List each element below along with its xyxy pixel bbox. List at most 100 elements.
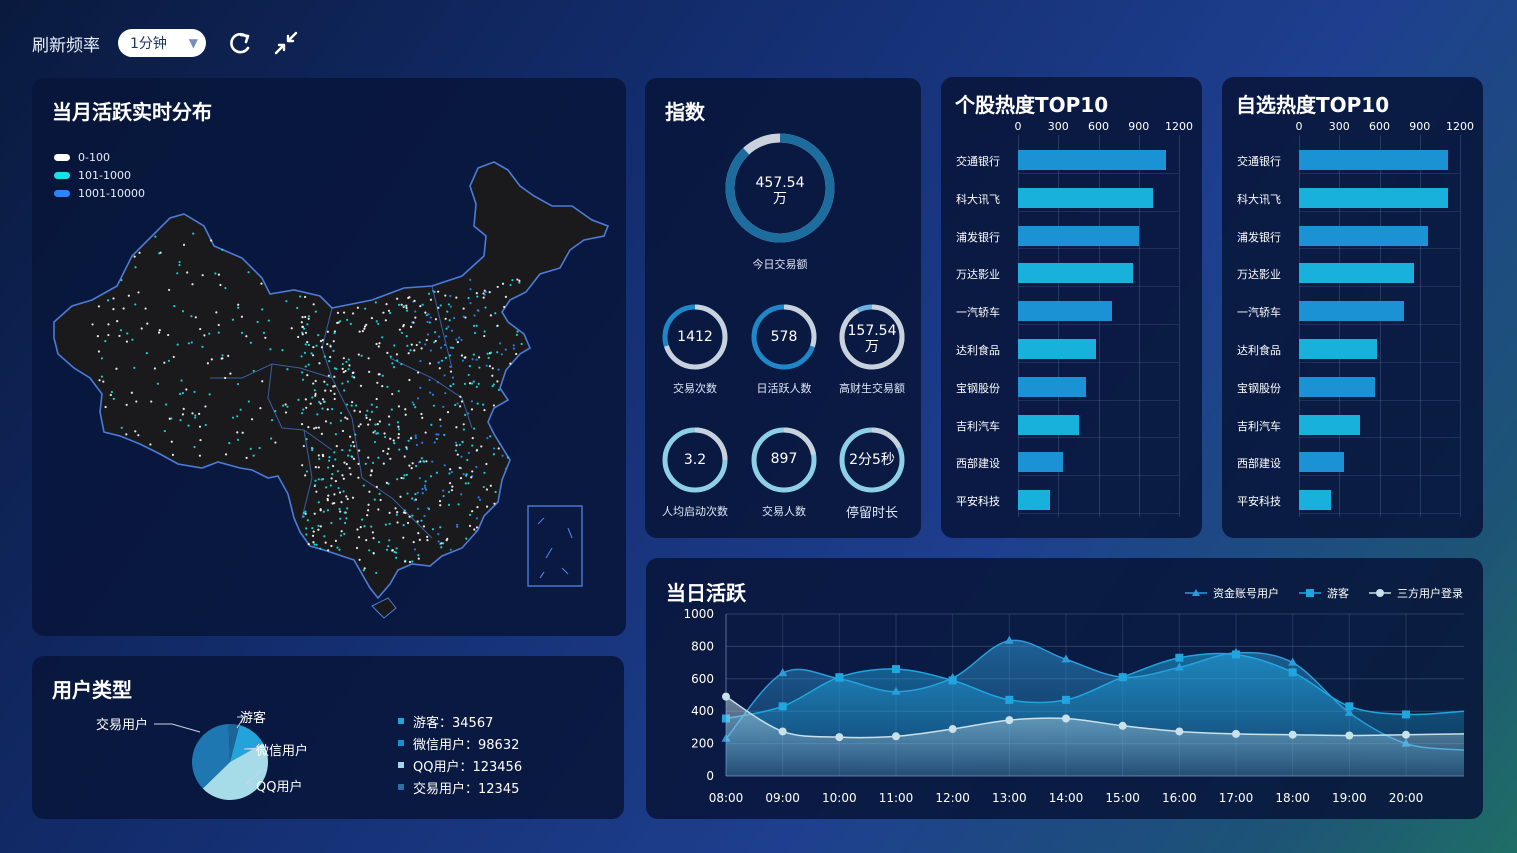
activity-dot xyxy=(334,458,337,461)
activity-dot xyxy=(388,423,391,426)
row-divider xyxy=(1018,324,1179,325)
activity-dot xyxy=(304,474,307,477)
activity-dot xyxy=(431,528,435,531)
activity-dot xyxy=(144,307,147,310)
activity-dot xyxy=(347,454,350,457)
activity-dot xyxy=(377,345,380,348)
activity-dot xyxy=(429,298,433,301)
data-point xyxy=(1288,730,1297,739)
activity-dot xyxy=(470,382,474,385)
legend-item[interactable]: 游客 xyxy=(1299,585,1349,601)
activity-dot xyxy=(443,433,446,437)
activity-dot xyxy=(423,514,426,518)
bar[interactable] xyxy=(1299,263,1415,284)
bar[interactable] xyxy=(1299,225,1428,246)
pie-slice xyxy=(191,724,230,789)
activity-dot xyxy=(431,393,435,396)
activity-dot xyxy=(370,316,374,320)
activity-dot xyxy=(315,543,318,546)
activity-dot xyxy=(393,344,396,347)
legend-item[interactable]: 三方用户登录 xyxy=(1369,585,1463,601)
legend-item: 101-1000 xyxy=(54,166,145,184)
activity-dot xyxy=(489,435,492,438)
activity-dot xyxy=(420,457,423,460)
activity-dot xyxy=(333,451,336,454)
bar[interactable] xyxy=(1299,150,1448,170)
ring-caption: 交易次数 xyxy=(673,382,717,395)
bar[interactable] xyxy=(1299,376,1376,397)
activity-dot xyxy=(137,434,140,437)
bar[interactable] xyxy=(1299,187,1448,208)
activity-dot xyxy=(447,303,450,306)
activity-dot xyxy=(484,290,488,294)
bar[interactable] xyxy=(1299,414,1361,435)
ring-value: 578 xyxy=(770,329,798,345)
activity-dot xyxy=(483,293,486,296)
activity-dot xyxy=(336,321,339,325)
bar[interactable] xyxy=(1299,339,1377,359)
bar[interactable] xyxy=(1018,452,1063,473)
activity-dot xyxy=(375,320,378,323)
activity-dot xyxy=(405,335,408,338)
activity-dot xyxy=(475,385,478,388)
map-legend: 0-100 101-1000 1001-10000 xyxy=(54,148,145,202)
activity-dot xyxy=(435,471,439,474)
activity-dot xyxy=(306,341,309,344)
activity-dot xyxy=(172,355,175,359)
activity-dot xyxy=(306,519,309,522)
activity-dot xyxy=(149,443,152,446)
activity-dot xyxy=(307,425,310,429)
axis-tick: 1200 xyxy=(1446,120,1474,133)
refresh-icon[interactable] xyxy=(226,29,254,57)
activity-dot xyxy=(285,300,288,303)
activity-dot xyxy=(178,263,181,267)
activity-dot xyxy=(379,498,382,502)
activity-dot xyxy=(405,304,408,307)
activity-dot xyxy=(431,460,434,463)
bar[interactable] xyxy=(1299,301,1404,322)
activity-dot xyxy=(398,328,402,331)
china-map[interactable] xyxy=(32,78,626,636)
legend-swatch xyxy=(54,189,70,197)
activity-dot xyxy=(158,252,161,255)
bar[interactable] xyxy=(1018,490,1051,511)
activity-dot xyxy=(342,490,345,493)
bar-label: 平安科技 xyxy=(1237,495,1281,509)
activity-dot xyxy=(349,473,352,476)
legend-item[interactable]: 资金账号用户 xyxy=(1185,585,1279,601)
refresh-frequency-select[interactable]: 1分钟 ▼ xyxy=(118,29,206,57)
daily-active-chart[interactable]: 0 200 400 600 800 1000 08:00 09:00 10:00 11:00 12:… xyxy=(646,558,1483,819)
bar-label: 吉利汽车 xyxy=(1237,419,1281,433)
bar[interactable] xyxy=(1018,225,1139,246)
bar[interactable] xyxy=(1018,301,1112,322)
bar[interactable] xyxy=(1018,263,1134,284)
activity-dot xyxy=(471,510,474,513)
data-point xyxy=(1118,721,1127,730)
bar[interactable] xyxy=(1299,490,1332,511)
bar[interactable] xyxy=(1018,414,1080,435)
activity-dot xyxy=(395,353,399,356)
bar[interactable] xyxy=(1018,376,1087,397)
activity-dot xyxy=(181,310,185,313)
bar[interactable] xyxy=(1018,339,1096,359)
y-tick-label: 800 xyxy=(691,639,714,653)
activity-dot xyxy=(354,433,357,436)
bar[interactable] xyxy=(1299,452,1344,473)
activity-dot xyxy=(400,363,403,366)
activity-dot xyxy=(371,531,374,534)
activity-dot xyxy=(353,376,356,379)
activity-dot xyxy=(501,454,504,457)
activity-dot xyxy=(334,479,338,483)
activity-dot xyxy=(364,462,367,465)
bar-label: 科大讯飞 xyxy=(956,192,1000,206)
bar[interactable] xyxy=(1018,150,1166,170)
user-types-pie[interactable] xyxy=(32,656,624,819)
y-tick-label: 1000 xyxy=(683,607,714,621)
activity-dot xyxy=(421,487,424,491)
bar[interactable] xyxy=(1018,187,1153,208)
activity-dot xyxy=(342,357,345,360)
activity-dot xyxy=(126,332,129,335)
activity-dot xyxy=(406,344,409,347)
activity-dot xyxy=(465,537,468,540)
collapse-icon[interactable] xyxy=(272,29,300,57)
